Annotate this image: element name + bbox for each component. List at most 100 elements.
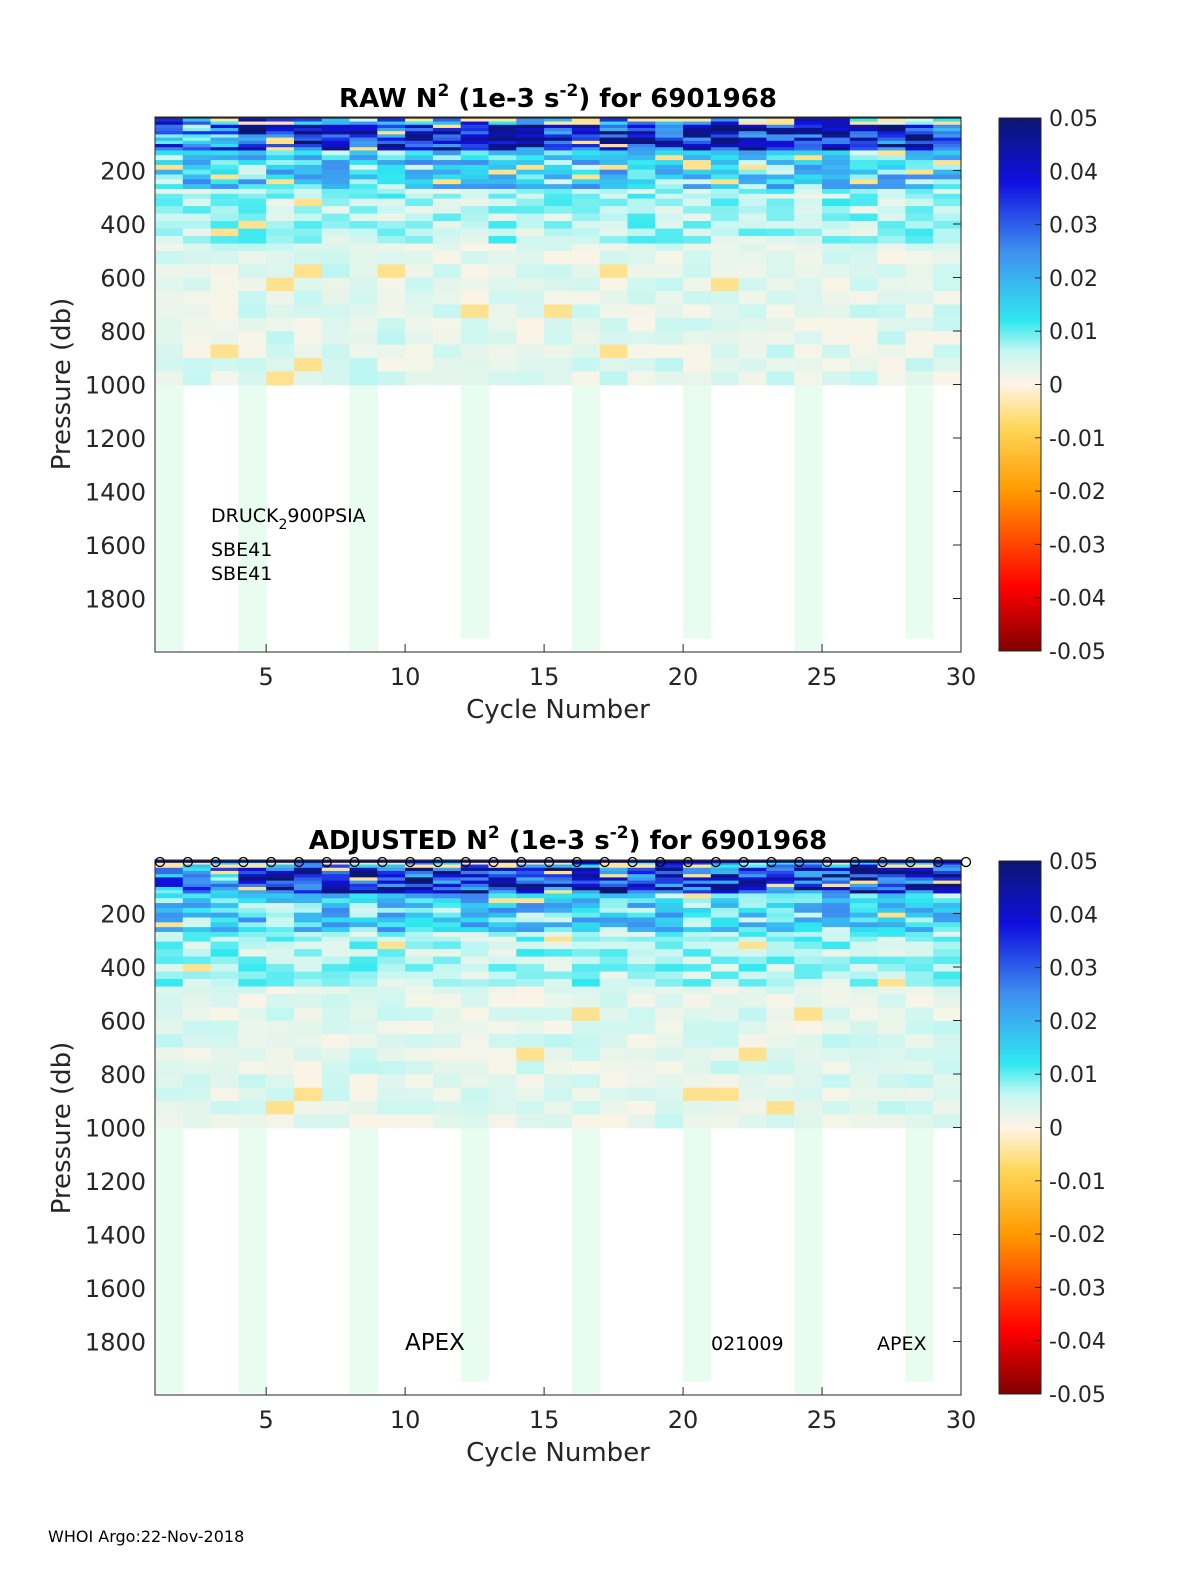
heatmap-cell xyxy=(460,358,490,372)
heatmap-cell xyxy=(794,221,823,230)
heatmap-cell xyxy=(571,198,601,207)
heatmap-cell xyxy=(405,917,434,923)
heatmap-cell xyxy=(377,880,406,885)
heatmap-cell xyxy=(905,344,934,359)
heatmap-cell xyxy=(155,140,184,145)
heatmap-cell xyxy=(377,344,406,359)
heatmap-cell-missing xyxy=(349,373,378,651)
heatmap-cell xyxy=(293,127,323,132)
heatmap-cell xyxy=(182,927,212,933)
heatmap-cell xyxy=(182,887,212,891)
heatmap-cell xyxy=(738,169,768,176)
heatmap-cell xyxy=(738,986,768,995)
heatmap-cell xyxy=(238,1034,267,1049)
heatmap-cell xyxy=(432,264,462,279)
heatmap-cell xyxy=(905,277,934,292)
heatmap-cell xyxy=(933,221,962,230)
heatmap-cell xyxy=(488,131,517,135)
heatmap-cell xyxy=(794,147,823,152)
heatmap-cell xyxy=(738,188,768,195)
heatmap-cell xyxy=(182,134,212,139)
heatmap-cell xyxy=(516,184,545,190)
heatmap-cell xyxy=(377,1047,406,1062)
heatmap-cell xyxy=(349,986,378,995)
heatmap-cell xyxy=(488,155,517,161)
heatmap-cell xyxy=(738,877,768,882)
heatmap-cell xyxy=(349,861,378,866)
heatmap-cell xyxy=(238,861,267,866)
heatmap-cell xyxy=(905,1007,934,1022)
heatmap-cell xyxy=(627,221,656,230)
heatmap-cell xyxy=(738,198,768,207)
heatmap-cell xyxy=(155,193,184,200)
heatmap-cell xyxy=(210,371,239,386)
heatmap-cell xyxy=(571,188,601,195)
heatmap-cell xyxy=(627,861,656,866)
heatmap-cell xyxy=(655,131,684,135)
heatmap-cell xyxy=(710,193,740,200)
heatmap-cell xyxy=(405,1007,434,1022)
chart-title: RAW N2 (1e-3 s-2) for 6901968 xyxy=(339,81,777,114)
heatmap-cell xyxy=(321,964,351,973)
heatmap-cell xyxy=(516,236,545,245)
heatmap-cell xyxy=(460,213,490,222)
heatmap-cell xyxy=(599,160,629,166)
heatmap-cell xyxy=(544,213,573,222)
heatmap-cell xyxy=(377,883,406,888)
heatmap-cell xyxy=(905,206,934,215)
heatmap-cell xyxy=(266,861,295,866)
heatmap-cell xyxy=(822,264,851,279)
heatmap-cell xyxy=(571,118,601,123)
heatmap-cell xyxy=(877,164,907,171)
heatmap-cell xyxy=(210,147,239,152)
heatmap-cell xyxy=(738,936,768,943)
heatmap-cell xyxy=(488,893,517,899)
heatmap-cell xyxy=(933,893,962,899)
heatmap-cell xyxy=(933,917,962,923)
heatmap-cell xyxy=(266,927,295,933)
chart-title: ADJUSTED N2 (1e-3 s-2) for 6901968 xyxy=(309,823,828,856)
heatmap-cell xyxy=(155,317,184,332)
heatmap-cell xyxy=(293,917,323,923)
heatmap-cell xyxy=(710,893,740,899)
heatmap-cell xyxy=(794,1020,823,1035)
heatmap-cell xyxy=(683,922,712,928)
heatmap-cell xyxy=(683,221,712,230)
heatmap-cell xyxy=(460,121,490,126)
x-tick-label: 30 xyxy=(946,1406,977,1434)
heatmap-cell xyxy=(710,971,740,980)
heatmap-cell xyxy=(405,221,434,230)
heatmap-cell xyxy=(710,870,740,875)
heatmap-cell xyxy=(210,1007,239,1022)
heatmap-cell xyxy=(599,883,629,888)
heatmap-cell xyxy=(405,317,434,332)
heatmap-cell xyxy=(210,264,239,279)
heatmap-cell xyxy=(405,986,434,995)
heatmap-cell xyxy=(710,144,740,148)
heatmap-cell xyxy=(293,236,323,245)
heatmap-cell xyxy=(933,941,962,950)
heatmap-cell xyxy=(794,264,823,279)
heatmap-cell xyxy=(849,903,879,909)
heatmap-cell xyxy=(210,890,239,895)
heatmap-cell xyxy=(710,1007,740,1022)
heatmap-cell xyxy=(266,907,295,914)
heatmap-cell xyxy=(905,134,934,139)
heatmap-cell xyxy=(794,213,823,222)
heatmap-cell xyxy=(321,971,351,980)
heatmap-cell xyxy=(794,1007,823,1022)
heatmap-cell xyxy=(822,169,851,176)
heatmap-cell xyxy=(822,864,851,869)
surface-marker xyxy=(543,856,555,868)
heatmap-cell xyxy=(877,371,907,386)
heatmap-cell xyxy=(293,864,323,869)
heatmap-cell xyxy=(544,964,573,973)
heatmap-cell xyxy=(571,147,601,152)
heatmap-cell xyxy=(738,291,768,306)
heatmap-cell xyxy=(544,936,573,943)
heatmap-cell xyxy=(933,137,962,142)
heatmap-cell xyxy=(655,206,684,215)
heatmap-cell xyxy=(766,169,795,176)
heatmap-cell xyxy=(905,880,934,885)
heatmap-cell xyxy=(516,121,545,126)
